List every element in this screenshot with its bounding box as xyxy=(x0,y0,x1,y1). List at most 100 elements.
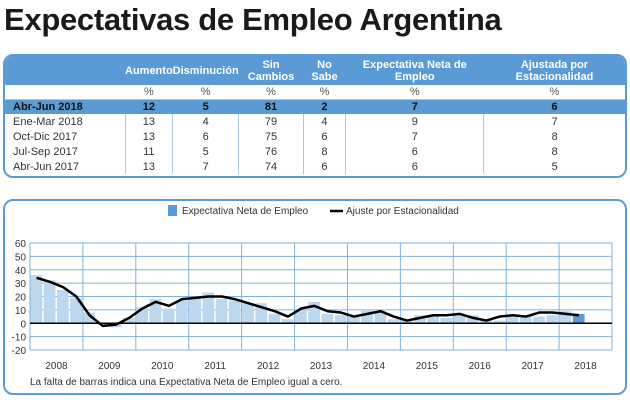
value-cell: 6 xyxy=(302,129,346,144)
bar xyxy=(242,303,254,324)
value-cell: 9 xyxy=(345,114,484,129)
table-row: Ene-Mar 2018 13 4 79 4 9 7 xyxy=(5,114,625,129)
bar xyxy=(400,320,413,324)
x-tick-label: 2017 xyxy=(522,361,545,372)
footnote: La falta de barras indica una Expectativ… xyxy=(30,377,342,388)
seasonal-adjusted-line xyxy=(36,276,580,328)
x-tick-label: 2013 xyxy=(310,361,333,372)
column-header: No Sabe xyxy=(303,56,346,85)
value-cell: 4 xyxy=(172,114,239,129)
period-cell: Ene-Mar 2018 xyxy=(13,115,83,128)
table-row: Abr-Jun 2017 13 7 74 6 6 5 xyxy=(5,159,625,174)
period-cell: Oct-Dic 2017 xyxy=(13,130,78,143)
bar xyxy=(572,313,585,324)
x-tick-label: 2009 xyxy=(98,361,121,372)
bar xyxy=(374,311,387,324)
column-header: Sin Cambios xyxy=(238,56,304,85)
table-row: Jul-Sep 2017 11 5 76 8 6 8 xyxy=(5,144,625,159)
y-tick-label: 50 xyxy=(15,252,27,263)
bar xyxy=(321,313,334,324)
table-row: Abr-Jun 2018 12 5 81 2 7 6 xyxy=(5,99,625,114)
bar xyxy=(414,315,426,324)
unit-cell: % xyxy=(125,85,173,100)
value-cell: 7 xyxy=(483,114,625,129)
value-cell: 8 xyxy=(483,144,625,159)
bar xyxy=(70,297,82,324)
bar xyxy=(493,320,506,324)
bar xyxy=(56,289,69,324)
value-cell: 75 xyxy=(238,129,304,144)
bar xyxy=(136,307,149,324)
unit-cell xyxy=(5,85,125,100)
value-cell: 79 xyxy=(238,114,304,129)
x-tick-label: 2015 xyxy=(416,361,439,372)
value-cell: 13 xyxy=(124,129,173,144)
y-tick-label: 60 xyxy=(15,239,27,250)
employment-table: Aumento Disminución Sin Cambios No Sabe Expe… xyxy=(3,54,627,178)
column-header: Expectativa Neta de Empleo xyxy=(345,56,484,85)
value-cell: 5 xyxy=(172,144,239,159)
table-row: Oct-Dic 2017 13 6 75 6 7 8 xyxy=(5,129,625,144)
x-tick-label: 2014 xyxy=(363,361,386,372)
x-tick-label: 2010 xyxy=(151,361,174,372)
bar xyxy=(43,280,56,324)
bar xyxy=(361,309,373,324)
bar xyxy=(334,315,347,324)
x-tick-label: 2008 xyxy=(45,361,68,372)
bar xyxy=(519,315,532,324)
x-tick-label: 2016 xyxy=(469,361,492,372)
x-tick-label: 2018 xyxy=(574,361,597,372)
legend-label: Expectativa Neta de Empleo xyxy=(182,206,309,217)
bar xyxy=(467,315,479,324)
bar xyxy=(295,309,307,324)
bar xyxy=(559,311,572,324)
bar xyxy=(387,319,400,324)
bar xyxy=(453,315,466,324)
bar xyxy=(347,316,360,324)
y-tick-label: 40 xyxy=(15,266,27,277)
value-cell: 6 xyxy=(345,159,484,174)
unit-cell: % xyxy=(483,85,625,100)
value-cell: 7 xyxy=(345,129,484,144)
bar xyxy=(228,300,241,324)
value-cell: 81 xyxy=(238,99,304,114)
bar xyxy=(202,292,215,324)
value-cell: 6 xyxy=(345,144,484,159)
table-header-row: Aumento Disminución Sin Cambios No Sabe Expe… xyxy=(5,56,625,85)
y-tick-label: 20 xyxy=(15,293,27,304)
x-tick-label: 2012 xyxy=(257,361,280,372)
bar xyxy=(83,312,96,324)
value-cell: 11 xyxy=(124,144,173,159)
chart-panel xyxy=(3,199,627,395)
value-cell: 13 xyxy=(124,159,173,174)
bar xyxy=(440,317,453,324)
bar xyxy=(308,301,320,324)
value-cell: 7 xyxy=(345,99,484,114)
bar xyxy=(123,317,135,324)
value-cell: 6 xyxy=(172,129,239,144)
bar xyxy=(506,316,519,324)
y-tick-label: 10 xyxy=(15,306,27,317)
column-header xyxy=(5,56,125,85)
value-cell: 7 xyxy=(172,159,239,174)
bar xyxy=(149,299,162,324)
value-cell: 5 xyxy=(483,159,625,174)
value-cell: 6 xyxy=(302,159,346,174)
bar xyxy=(215,299,228,324)
value-cell: 12 xyxy=(125,99,173,114)
bar xyxy=(268,313,281,324)
bar xyxy=(281,319,294,324)
unit-cell: % xyxy=(345,85,484,100)
bar xyxy=(176,300,188,324)
y-tick-label: -20 xyxy=(12,346,27,357)
period-cell: Jul-Sep 2017 xyxy=(13,145,78,158)
value-cell: 74 xyxy=(238,159,304,174)
bar xyxy=(533,316,545,324)
period-cell: Abr-Jun 2018 xyxy=(5,99,125,114)
value-cell: 5 xyxy=(172,99,239,114)
bar xyxy=(189,297,201,324)
bar xyxy=(546,315,559,324)
y-tick-label: 30 xyxy=(15,279,27,290)
period-cell: Abr-Jun 2017 xyxy=(13,160,80,173)
